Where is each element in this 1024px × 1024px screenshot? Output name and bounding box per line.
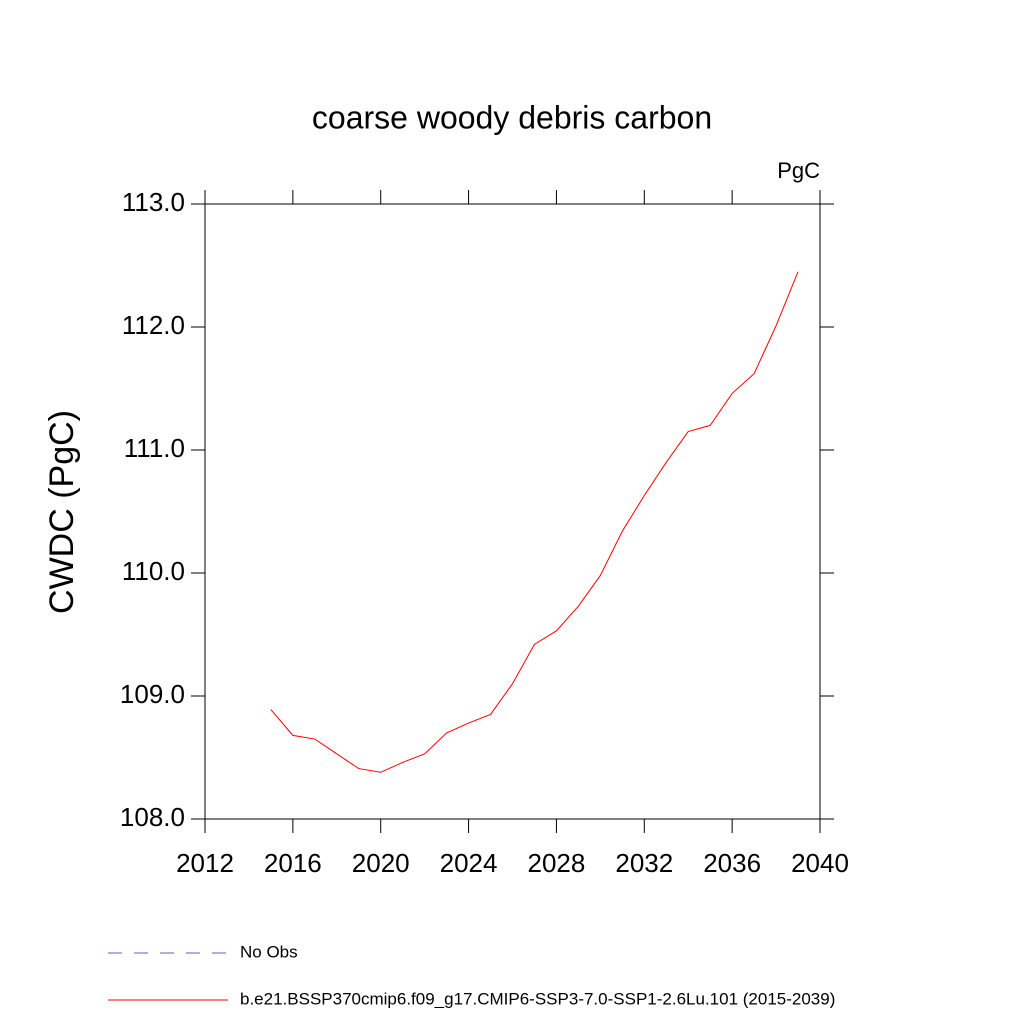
y-tick-label: 109.0	[120, 679, 185, 709]
x-tick-label: 2012	[176, 848, 234, 878]
y-tick-label: 111.0	[124, 433, 185, 463]
legend-label: b.e21.BSSP370cmip6.f09_g17.CMIP6-SSP3-7.…	[240, 989, 835, 1008]
y-axis-label: CWDC (PgC)	[43, 410, 81, 614]
y-tick-label: 110.0	[122, 556, 185, 586]
units-label: PgC	[777, 158, 820, 183]
x-tick-label: 2028	[528, 848, 586, 878]
x-tick-label: 2020	[352, 848, 410, 878]
x-tick-label: 2040	[791, 848, 849, 878]
plot-frame	[204, 203, 821, 820]
chart-title: coarse woody debris carbon	[312, 99, 712, 135]
legend-label: No Obs	[240, 942, 298, 961]
x-tick-label: 2024	[440, 848, 498, 878]
x-tick-label: 2036	[703, 848, 761, 878]
x-tick-label: 2016	[264, 848, 322, 878]
y-tick-label: 108.0	[120, 802, 185, 832]
data-line	[270, 271, 799, 773]
y-tick-label: 112.0	[122, 310, 185, 340]
y-tick-label: 113.0	[122, 187, 185, 217]
x-tick-label: 2032	[615, 848, 673, 878]
